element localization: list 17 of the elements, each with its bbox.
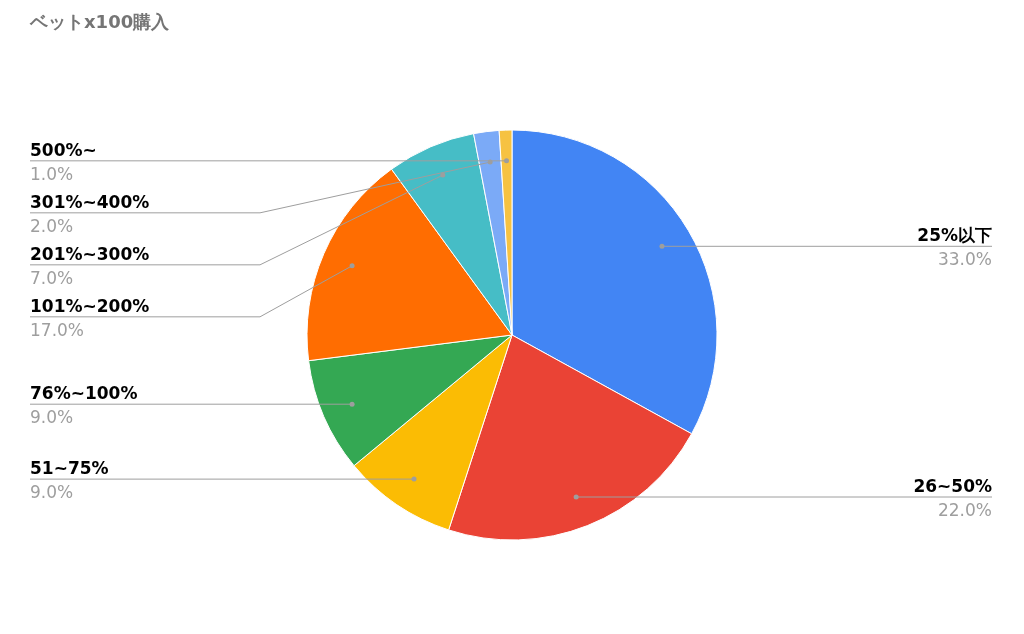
slice-label: 25%以下 [917,225,992,246]
slice-label: 26~50% [913,476,992,497]
chart-title: ベットx100購入 [29,11,171,32]
data-label: 17.0% [30,319,85,340]
data-label: 9.0% [30,482,74,503]
data-label: 22.0% [937,500,992,521]
data-label: 33.0% [937,249,992,270]
slice-label: 301%~400% [30,191,150,212]
data-label: 9.0% [30,407,74,428]
slice-label: 500%~ [30,139,97,160]
data-label: 1.0% [30,163,74,184]
data-label: 2.0% [30,215,74,236]
slice-label: 101%~200% [30,295,150,316]
slice-label: 201%~300% [30,243,150,264]
data-label: 7.0% [30,267,74,288]
slice-label: 51~75% [30,458,109,479]
slice-label: 76%~100% [30,383,138,404]
